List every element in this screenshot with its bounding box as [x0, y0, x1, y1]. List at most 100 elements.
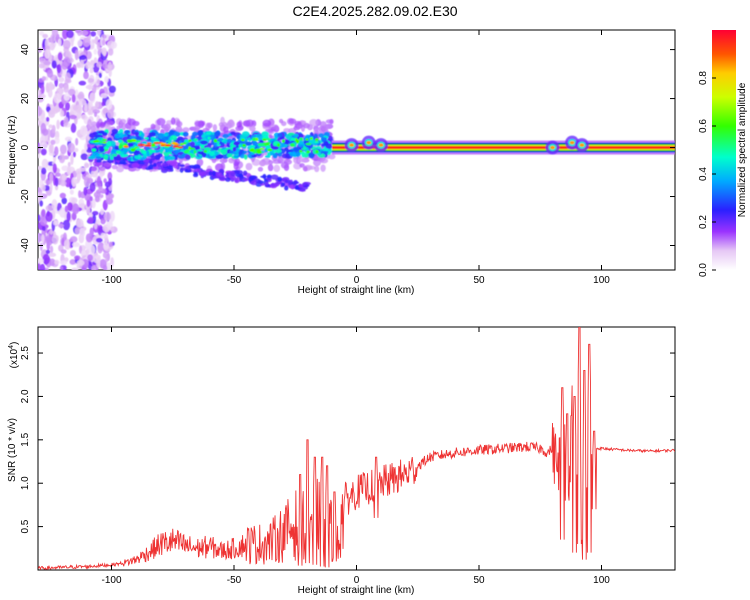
- noise-cell: [108, 178, 113, 186]
- blob-cell: [232, 146, 237, 152]
- halo-cell: [280, 161, 289, 169]
- noise-cell: [64, 136, 73, 142]
- noise-cell: [103, 211, 112, 222]
- halo-cell: [98, 166, 106, 172]
- blob-hot-cell: [164, 144, 172, 147]
- blob-bright-cell: [193, 138, 198, 141]
- spectrogram-y-ticks: -40 -20 0 20 40: [20, 44, 675, 253]
- branch-cell: [242, 170, 248, 176]
- blob-hot-cell: [138, 143, 145, 146]
- blob-bright-cell: [299, 137, 304, 141]
- branch-cell: [208, 170, 213, 176]
- noise-cell: [86, 177, 94, 184]
- blob-bright-cell: [242, 143, 246, 147]
- halo-cell: [319, 158, 329, 164]
- blob-bright-cell: [99, 140, 103, 144]
- blob-bright-cell: [135, 140, 141, 143]
- snr-x-ticks: -100 -50 0 50 100: [101, 327, 610, 586]
- blob-cell: [140, 132, 145, 138]
- branch-cell: [255, 178, 261, 184]
- blob-cell: [92, 151, 100, 157]
- branch-cell: [225, 173, 230, 178]
- halo-cell: [116, 125, 121, 131]
- snr-x-tick-label: 50: [473, 575, 485, 586]
- noise-cell: [72, 203, 80, 215]
- blob-bright-cell: [216, 143, 221, 146]
- colorbar-tick-label: 0.6: [698, 119, 709, 133]
- noise-cell: [83, 71, 89, 80]
- noise-cell: [92, 39, 97, 44]
- blob-cell: [213, 142, 218, 147]
- halo-cell: [218, 122, 224, 127]
- noise-cell: [108, 85, 116, 94]
- noise-cell: [84, 162, 90, 168]
- blob-cell: [303, 152, 309, 158]
- noise-cell: [70, 123, 77, 133]
- spectrogram-x-label: Height of straight line (km): [298, 285, 415, 296]
- colorbar-gradient: [712, 30, 736, 270]
- branch-cell: [187, 166, 191, 171]
- halo-cell: [223, 126, 229, 134]
- spectrogram-y-tick-label: 0: [20, 144, 31, 150]
- blob-cell: [243, 154, 248, 160]
- noise-cell: [72, 242, 80, 248]
- steady-band-layer: [332, 146, 675, 149]
- halo-cell: [314, 165, 320, 173]
- colorbar-label: Normalized spectral amplitude: [737, 82, 748, 217]
- blob-cell: [323, 141, 329, 146]
- noise-cell: [38, 47, 42, 53]
- snr-x-tick-label: -100: [101, 575, 121, 586]
- spectrogram-heatmap: [38, 30, 675, 270]
- blob-bright-cell: [266, 148, 273, 152]
- noise-cell: [98, 72, 102, 79]
- bright-spot-core: [349, 143, 355, 147]
- noise-cell: [52, 163, 57, 174]
- branch-cell: [235, 173, 243, 178]
- blob-bright-cell: [276, 143, 281, 147]
- bright-spot-core: [550, 145, 555, 150]
- noise-cell: [88, 64, 95, 69]
- noise-cell: [91, 198, 96, 209]
- noise-cell: [70, 241, 74, 248]
- blob-hot-cell: [159, 142, 167, 145]
- blob-cell: [110, 149, 117, 155]
- noise-cell: [96, 30, 102, 36]
- noise-cell: [63, 93, 71, 101]
- blob-cell: [133, 151, 139, 156]
- noise-cell: [48, 124, 53, 129]
- noise-cell: [110, 257, 115, 268]
- branch-cell: [219, 177, 226, 181]
- noise-cell: [67, 202, 73, 212]
- branch-cell: [266, 175, 272, 178]
- blob-bright-cell: [127, 140, 133, 143]
- noise-cell: [108, 48, 114, 56]
- blob-bright-cell: [197, 149, 204, 152]
- branch-cell: [243, 177, 249, 182]
- noise-cell: [39, 200, 44, 207]
- bright-spot-core: [579, 143, 585, 147]
- blob-bright-cell: [103, 146, 109, 150]
- noise-cell: [58, 82, 65, 89]
- noise-cell: [62, 39, 71, 50]
- branch-cell: [288, 184, 294, 189]
- halo-cell: [95, 121, 101, 129]
- noise-cell: [69, 189, 74, 195]
- halo-cell: [273, 164, 281, 173]
- halo-cell: [90, 125, 97, 132]
- branch-cell: [171, 160, 178, 166]
- halo-cell: [119, 118, 127, 124]
- noise-cell: [49, 228, 54, 235]
- blob-bright-cell: [193, 149, 197, 154]
- blob-cell: [150, 155, 156, 161]
- blob-cell: [321, 148, 330, 152]
- noise-cell: [96, 61, 102, 68]
- branch-cell: [148, 159, 153, 165]
- noise-cell: [38, 257, 44, 264]
- noise-cell: [107, 109, 114, 119]
- blob-cell: [148, 131, 156, 137]
- noise-cell: [98, 186, 104, 192]
- blob-cell: [134, 154, 142, 160]
- noise-cell: [89, 244, 96, 256]
- noise-cell: [54, 136, 60, 145]
- blob-bright-cell: [179, 142, 184, 146]
